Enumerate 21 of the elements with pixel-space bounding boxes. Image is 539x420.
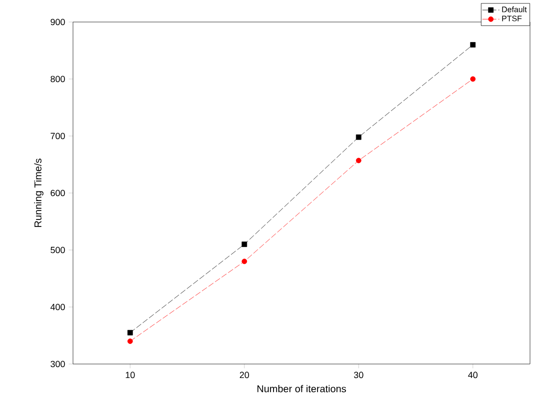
- y-tick-label: 600: [50, 190, 65, 196]
- y-tick-label: 400: [50, 304, 65, 310]
- y-axis-title: Running Time/s: [34, 158, 44, 227]
- x-tick-label: 30: [354, 372, 364, 378]
- y-tick-label: 500: [50, 246, 65, 254]
- point: [470, 42, 476, 48]
- point: [127, 330, 133, 336]
- point: [356, 134, 362, 140]
- y-tick-label: 800: [50, 76, 65, 82]
- y-tick-label: 700: [50, 132, 65, 140]
- y-tick-label: 300: [50, 360, 65, 368]
- point: [242, 242, 248, 247]
- y-tick-label: 900: [50, 18, 65, 26]
- point: [356, 158, 362, 164]
- point: [242, 258, 248, 264]
- x-tick-label: 10: [126, 372, 135, 378]
- point: [127, 338, 133, 344]
- x-tick-label: 40: [468, 372, 478, 378]
- point: [470, 76, 476, 82]
- x-tick-label: 20: [240, 372, 250, 378]
- x-axis-title: Number of iterations: [257, 384, 346, 392]
